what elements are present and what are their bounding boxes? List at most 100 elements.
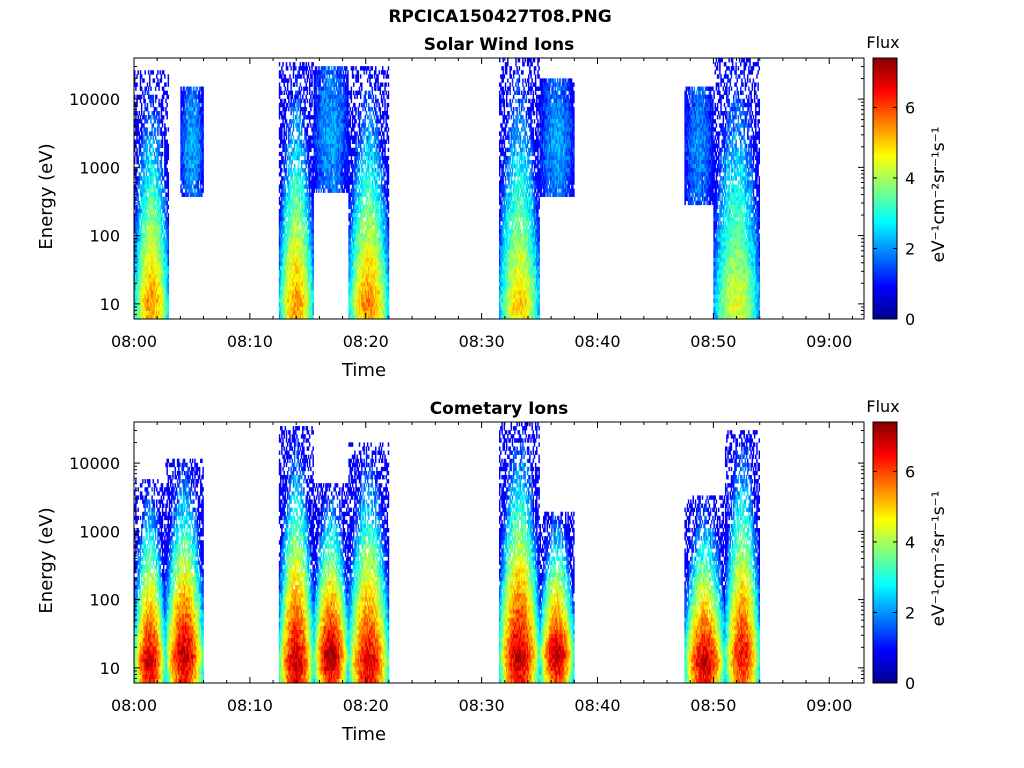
spectrogram-cell (158, 188, 160, 193)
spectrogram-cell (307, 192, 310, 197)
spectrogram-cell (304, 286, 306, 291)
spectrogram-cell (149, 94, 151, 100)
spectrogram-cell (158, 200, 160, 206)
spectrogram-cell (318, 123, 320, 128)
spectrogram-cell (140, 310, 143, 316)
spectrogram-cell (307, 70, 310, 75)
spectrogram-cell (139, 298, 142, 303)
spectrogram-cell (281, 151, 283, 157)
spectrogram-cell (146, 143, 149, 149)
spectrogram-cell (143, 237, 145, 242)
spectrogram-cell (145, 298, 148, 303)
spectrogram-cell (339, 82, 341, 87)
spectrogram-cell (324, 111, 326, 116)
spectrogram-cell (198, 106, 201, 112)
spectrogram-cell (310, 310, 312, 316)
spectrogram-cell (198, 188, 201, 193)
spectrogram-cell (285, 168, 288, 173)
spectrogram-cell (143, 249, 145, 255)
spectrogram-cell (281, 302, 283, 308)
spectrogram-cell (135, 290, 137, 295)
spectrogram-cell (326, 184, 328, 189)
spectrogram-cell (297, 225, 299, 230)
spectrogram-cell (138, 237, 141, 242)
spectrogram-cell (333, 135, 335, 140)
spectrogram-cell (320, 123, 323, 128)
spectrogram-cell (140, 139, 143, 144)
spectrogram-cell (304, 159, 306, 165)
spectrogram-cell (160, 131, 163, 136)
spectrogram-cell (356, 131, 358, 136)
spectrogram-cell (290, 253, 292, 259)
spectrogram-cell (146, 82, 149, 87)
spectrogram-cell (278, 188, 281, 193)
spectrogram-cell (306, 310, 309, 316)
spectrogram-cell (182, 168, 185, 173)
spectrogram-cell (283, 143, 285, 149)
spectrogram-cell (158, 294, 160, 299)
spectrogram-cell (156, 306, 158, 312)
spectrogram-cell (180, 188, 182, 193)
spectrogram-cell (330, 155, 333, 161)
spectrogram-cell (304, 261, 306, 267)
spectrogram-cell (150, 98, 152, 104)
spectrogram-cell (139, 270, 142, 275)
spectrogram-cell (302, 151, 304, 157)
spectrogram-cell (152, 212, 154, 218)
spectrogram-cell (327, 123, 329, 128)
spectrogram-cell (296, 204, 298, 210)
spectrogram-cell (341, 74, 343, 79)
spectrogram-cell (289, 278, 291, 283)
spectrogram-cell (292, 115, 295, 120)
spectrogram-cell (189, 123, 192, 128)
spectrogram-cell (289, 257, 291, 263)
spectrogram-cell (140, 265, 143, 271)
spectrogram-cell (137, 274, 139, 279)
spectrogram-cell (134, 270, 136, 275)
spectrogram-cell (193, 94, 195, 100)
spectrogram-cell (318, 131, 320, 136)
spectrogram-cell (196, 115, 199, 120)
spectrogram-cell (305, 131, 307, 136)
spectrogram-cell (140, 286, 143, 291)
spectrogram-cell (182, 139, 185, 144)
spectrogram-cell (154, 221, 157, 226)
spectrogram-cell (145, 314, 148, 320)
spectrogram-cell (290, 204, 292, 210)
spectrogram-cell (202, 143, 204, 149)
spectrogram-cell (298, 127, 300, 132)
spectrogram-cell (306, 212, 309, 218)
spectrogram-cell (330, 90, 333, 96)
spectrogram-cell (337, 168, 340, 173)
spectrogram-cell (305, 208, 307, 214)
spectrogram-cell (197, 90, 200, 96)
spectrogram-cell (329, 131, 332, 136)
spectrogram-cell (136, 180, 138, 185)
spectrogram-cell (327, 184, 329, 189)
spectrogram-cell (340, 70, 342, 75)
spectrogram-cell (285, 249, 288, 255)
spectrogram-cell (152, 180, 154, 185)
spectrogram-cell (286, 82, 289, 87)
spectrogram-cell (167, 314, 170, 320)
spectrogram-cell (320, 119, 323, 124)
spectrogram-cell (327, 78, 329, 83)
spectrogram-cell (134, 159, 136, 165)
spectrogram-cell (150, 131, 152, 136)
spectrogram-cell (157, 278, 159, 283)
spectrogram-cell (303, 274, 305, 279)
spectrogram-cell (299, 302, 302, 308)
spectrogram-cell (334, 66, 336, 71)
spectrogram-cell (164, 155, 166, 161)
spectrogram-cell (147, 249, 150, 255)
spectrogram-cell (184, 176, 187, 181)
spectrogram-cell (322, 66, 325, 71)
spectrogram-cell (312, 225, 314, 230)
spectrogram-cell (290, 298, 292, 303)
spectrogram-cell (143, 286, 145, 291)
spectrogram-cell (193, 151, 195, 157)
spectrogram-cell (333, 127, 335, 132)
spectrogram-cell (339, 131, 341, 136)
spectrogram-cell (361, 196, 363, 202)
spectrogram-cell (325, 102, 327, 108)
